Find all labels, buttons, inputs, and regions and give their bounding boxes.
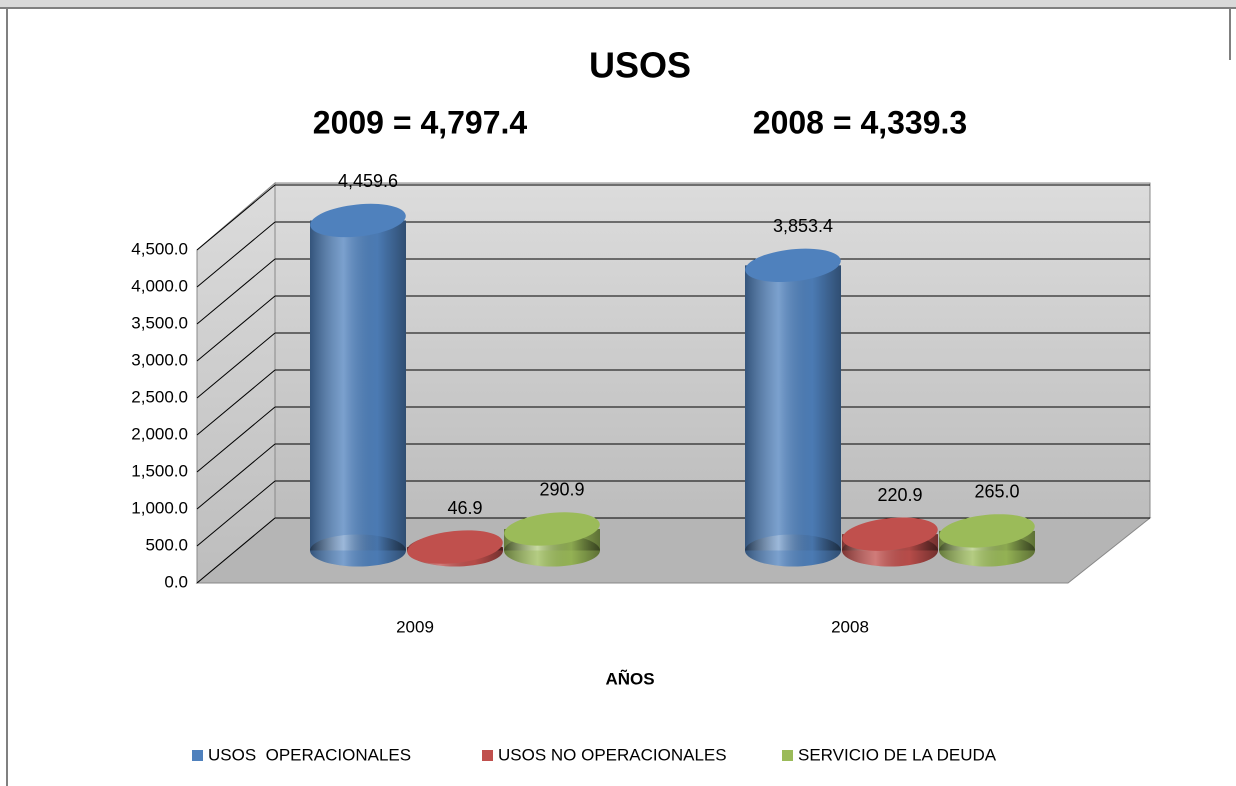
x-tick-label: 2008: [831, 617, 869, 636]
y-tick-label: 500.0: [145, 535, 188, 554]
side-wall: [196, 181, 276, 585]
bar-top: [939, 514, 1035, 548]
grid-line: [196, 295, 276, 362]
grid-line: [196, 443, 276, 510]
bar-top: [504, 512, 600, 546]
legend-label: SERVICIO DE LA DEUDA: [798, 745, 997, 764]
bar-top: [310, 203, 406, 238]
y-tick-label: 3,000.0: [131, 350, 188, 369]
value-label: 3,853.4: [773, 216, 833, 236]
bar-top: [407, 530, 503, 564]
annotation: 2009 = 4,797.4: [313, 104, 528, 140]
value-label: 290.9: [539, 480, 584, 500]
legend-swatch: [192, 750, 203, 761]
bar: [310, 203, 406, 567]
legend-label: USOS NO OPERACIONALES: [498, 745, 727, 764]
bar: [745, 248, 841, 567]
annotation: 2008 = 4,339.3: [753, 104, 967, 140]
bar-body-shade: [745, 265, 841, 551]
y-tick-label: 4,000.0: [131, 276, 188, 295]
bar: [504, 512, 600, 567]
value-label: 265.0: [974, 482, 1019, 502]
y-tick-label: 1,000.0: [131, 498, 188, 517]
legend-swatch: [782, 750, 793, 761]
value-label: 4,459.6: [338, 171, 398, 191]
grid-line: [196, 369, 276, 436]
y-tick-label: 3,500.0: [131, 313, 188, 332]
bar: [939, 514, 1035, 567]
y-tick-label: 2,000.0: [131, 424, 188, 443]
bar-top: [842, 517, 938, 551]
chart-title: USOS: [589, 45, 691, 86]
value-label: 46.9: [447, 498, 482, 518]
y-tick-label: 4,500.0: [131, 239, 188, 258]
x-tick-label: 2009: [396, 617, 434, 636]
grid-line: [196, 258, 276, 325]
bar: [842, 517, 938, 567]
y-tick-label: 2,500.0: [131, 387, 188, 406]
bar-top: [745, 248, 841, 283]
back-wall: [274, 182, 1151, 519]
legend-swatch: [482, 750, 493, 761]
bar: [407, 530, 503, 567]
grid-line: [196, 517, 276, 584]
x-axis-title: AÑOS: [605, 668, 654, 688]
y-tick-label: 1,500.0: [131, 461, 188, 480]
grid-line: [196, 332, 276, 399]
frame-top: [0, 0, 1236, 8]
grid-line: [196, 406, 276, 473]
grid-line: [196, 480, 276, 547]
value-label: 220.9: [877, 485, 922, 505]
legend-label: USOS OPERACIONALES: [208, 745, 411, 764]
grid-line: [196, 184, 276, 251]
y-tick-label: 0.0: [164, 572, 188, 591]
grid-line: [196, 221, 276, 288]
bar-body-shade: [310, 220, 406, 551]
